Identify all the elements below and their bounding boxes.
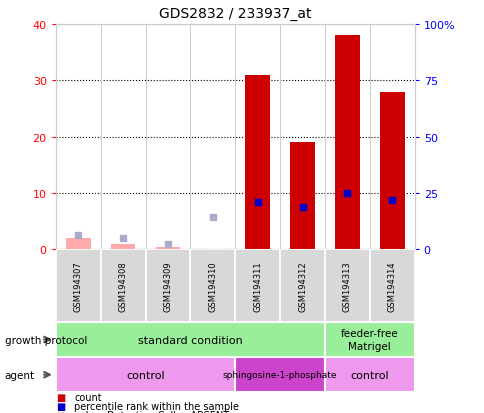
Text: GSM194310: GSM194310 bbox=[208, 261, 217, 311]
Bar bbox=[324, 322, 414, 357]
Bar bbox=[56, 250, 101, 322]
Bar bbox=[235, 357, 324, 392]
Bar bbox=[101, 250, 145, 322]
Text: control: control bbox=[126, 370, 165, 380]
Text: GSM194309: GSM194309 bbox=[163, 261, 172, 311]
Bar bbox=[56, 357, 235, 392]
Bar bbox=[289, 143, 314, 250]
Bar bbox=[324, 250, 369, 322]
Bar bbox=[190, 250, 235, 322]
Text: GSM194307: GSM194307 bbox=[74, 261, 83, 311]
Bar bbox=[145, 250, 190, 322]
Text: percentile rank within the sample: percentile rank within the sample bbox=[74, 401, 239, 411]
Text: ■: ■ bbox=[56, 401, 65, 411]
Text: ■: ■ bbox=[56, 392, 65, 402]
Text: GSM194313: GSM194313 bbox=[342, 261, 351, 311]
Bar bbox=[334, 36, 359, 250]
Text: value, Detection Call = ABSENT: value, Detection Call = ABSENT bbox=[74, 410, 229, 413]
Text: count: count bbox=[74, 392, 102, 402]
Bar bbox=[110, 244, 135, 250]
Bar bbox=[324, 357, 414, 392]
Bar bbox=[245, 76, 270, 250]
Bar bbox=[369, 250, 414, 322]
Text: agent: agent bbox=[5, 370, 35, 380]
Text: GSM194312: GSM194312 bbox=[297, 261, 306, 311]
Bar bbox=[235, 250, 280, 322]
Title: GDS2832 / 233937_at: GDS2832 / 233937_at bbox=[159, 7, 311, 21]
Text: GSM194314: GSM194314 bbox=[387, 261, 396, 311]
Bar bbox=[155, 247, 180, 250]
Text: sphingosine-1-phosphate: sphingosine-1-phosphate bbox=[222, 370, 337, 379]
Text: ■: ■ bbox=[56, 410, 65, 413]
Bar bbox=[66, 239, 91, 250]
Text: growth protocol: growth protocol bbox=[5, 335, 87, 345]
Bar bbox=[56, 322, 324, 357]
Text: standard condition: standard condition bbox=[138, 335, 242, 345]
Bar bbox=[379, 93, 404, 250]
Text: GSM194308: GSM194308 bbox=[118, 261, 127, 311]
Bar bbox=[280, 250, 324, 322]
Text: feeder-free
Matrigel: feeder-free Matrigel bbox=[340, 328, 398, 351]
Text: GSM194311: GSM194311 bbox=[253, 261, 262, 311]
Text: control: control bbox=[350, 370, 388, 380]
